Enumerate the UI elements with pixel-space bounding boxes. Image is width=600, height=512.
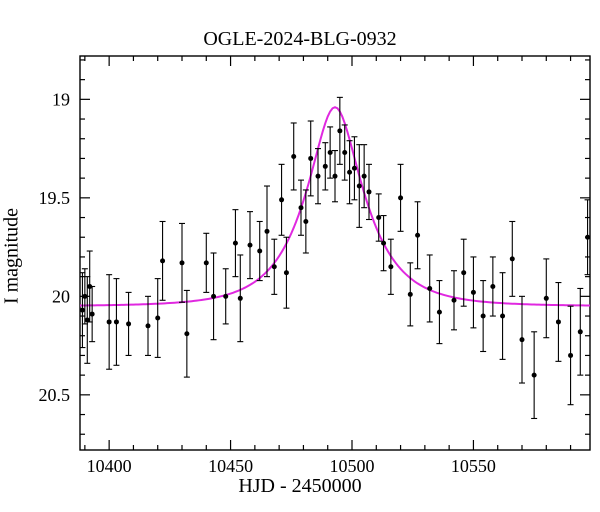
y-tick-label: 20 xyxy=(52,286,70,306)
y-tick-label: 19 xyxy=(52,89,70,109)
data-series xyxy=(79,97,590,418)
y-tick-label: 20.5 xyxy=(39,385,71,405)
x-tick-label: 10550 xyxy=(451,456,496,476)
x-tick-label: 10400 xyxy=(87,456,132,476)
chart-svg: 10400 10450 10500 10550 19 19.5 20 20.5 xyxy=(0,0,600,512)
chart-container: { "chart": { "type": "scatter-with-error… xyxy=(0,0,600,512)
x-tick-label: 10450 xyxy=(208,456,253,476)
y-tick-label: 19.5 xyxy=(39,188,71,208)
x-tick-label: 10500 xyxy=(330,456,375,476)
model-curve xyxy=(80,107,590,305)
